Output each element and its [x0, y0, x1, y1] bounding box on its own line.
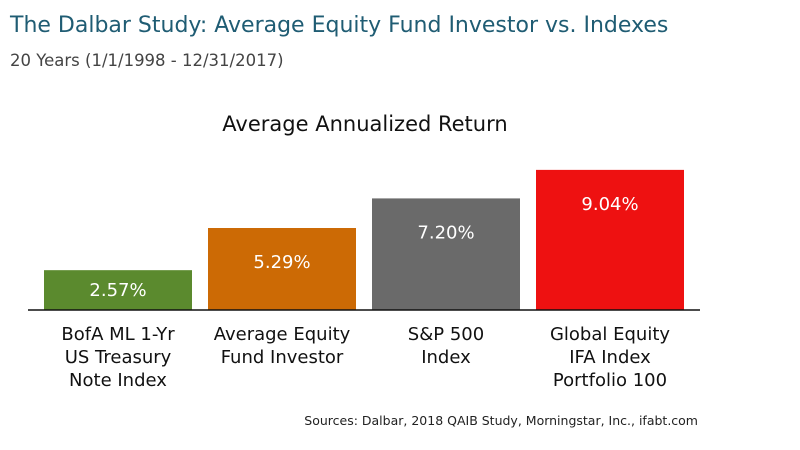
bar-2	[208, 228, 356, 310]
category-label-2: Average Equity Fund Investor	[214, 324, 351, 368]
bar-value-label-2: 5.29%	[253, 252, 310, 273]
bar-1	[44, 270, 192, 310]
bar-value-label-3: 7.20%	[417, 222, 474, 243]
bar-4	[536, 169, 684, 310]
bar-3	[372, 198, 520, 310]
category-label-3: S&P 500 Index	[408, 324, 484, 368]
source-note: Sources: Dalbar, 2018 QAIB Study, Mornin…	[304, 413, 698, 428]
page-title: The Dalbar Study: Average Equity Fund In…	[10, 13, 669, 38]
bar-value-label-1: 2.57%	[89, 280, 146, 301]
page-subtitle: 20 Years (1/1/1998 - 12/31/2017)	[10, 51, 284, 70]
category-label-1: BofA ML 1-Yr US Treasury Note Index	[61, 324, 175, 391]
chart-title: Average Annualized Return	[222, 112, 507, 136]
category-label-4: Global Equity IFA Index Portfolio 100	[550, 324, 670, 391]
bar-value-label-4: 9.04%	[581, 194, 638, 215]
